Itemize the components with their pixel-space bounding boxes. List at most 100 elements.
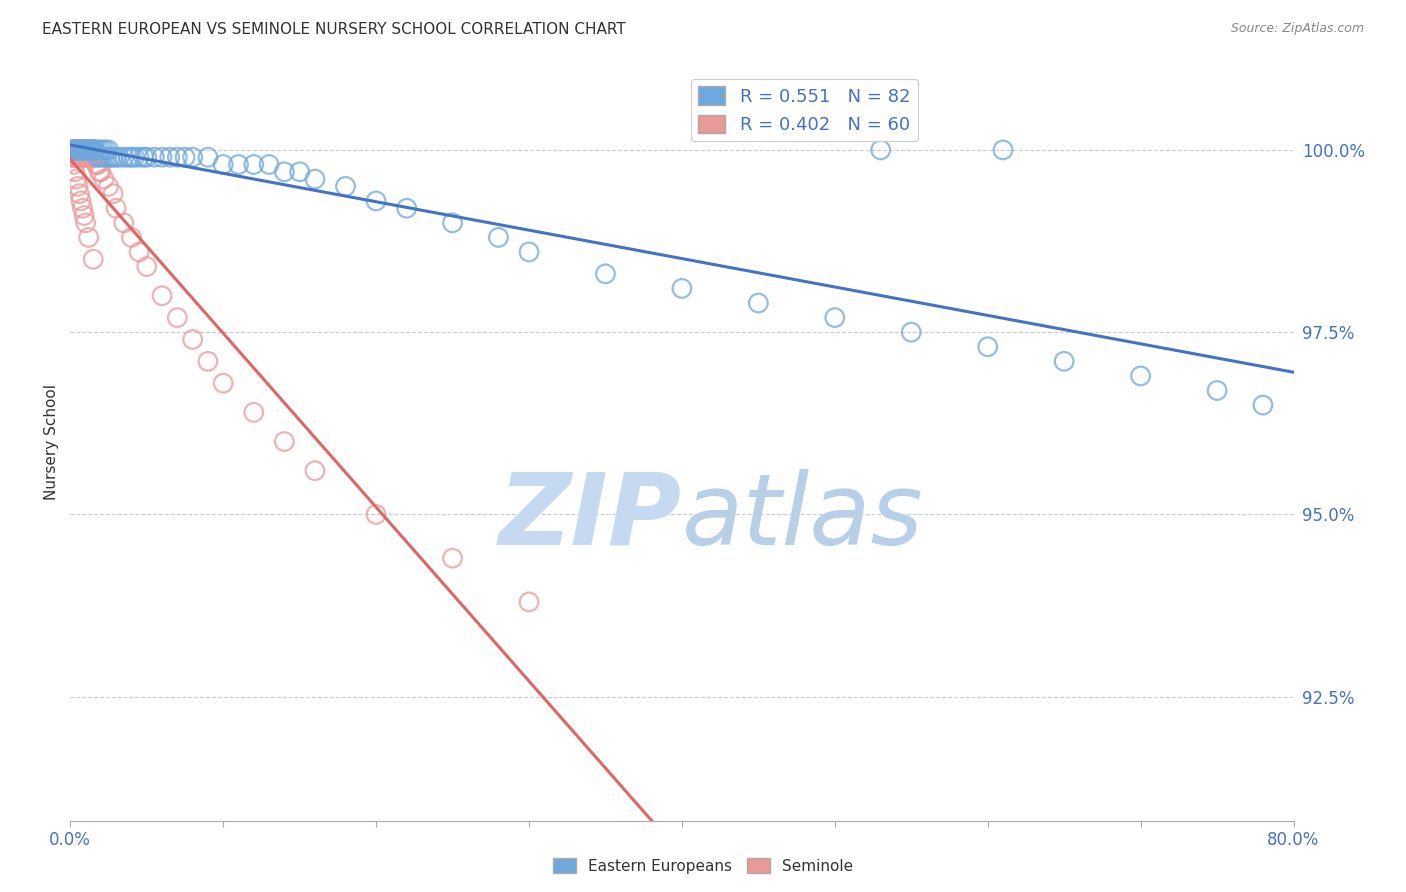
Point xyxy=(212,376,235,391)
Text: Source: ZipAtlas.com: Source: ZipAtlas.com xyxy=(1230,22,1364,36)
Point xyxy=(60,150,83,164)
Point xyxy=(83,143,105,157)
Point xyxy=(150,150,173,164)
Point xyxy=(124,150,146,164)
Point xyxy=(94,143,117,157)
Point xyxy=(257,157,280,171)
Point xyxy=(76,143,98,157)
Point xyxy=(273,434,295,449)
Point xyxy=(112,150,135,164)
Point xyxy=(105,201,128,215)
Point xyxy=(69,186,91,201)
Point xyxy=(441,551,464,566)
Point xyxy=(75,143,97,157)
Point xyxy=(197,354,219,368)
Point xyxy=(63,143,86,157)
Point xyxy=(517,244,540,259)
Point xyxy=(82,143,104,157)
Point xyxy=(366,194,388,208)
Point xyxy=(70,143,93,157)
Point xyxy=(1053,354,1076,368)
Point xyxy=(89,143,111,157)
Point xyxy=(77,143,100,157)
Point xyxy=(73,150,96,164)
Point xyxy=(79,143,101,157)
Point xyxy=(150,289,173,303)
Point xyxy=(75,216,97,230)
Point xyxy=(77,230,100,244)
Point xyxy=(62,157,84,171)
Legend: R = 0.551   N = 82, R = 0.402   N = 60: R = 0.551 N = 82, R = 0.402 N = 60 xyxy=(692,79,918,141)
Point xyxy=(97,179,120,194)
Point xyxy=(135,260,157,274)
Point xyxy=(228,157,250,171)
Point xyxy=(87,150,110,164)
Point xyxy=(75,143,97,157)
Point xyxy=(135,150,157,164)
Point xyxy=(101,150,124,164)
Point xyxy=(121,230,143,244)
Point xyxy=(66,143,89,157)
Point xyxy=(93,150,115,164)
Point xyxy=(83,143,105,157)
Point xyxy=(76,143,98,157)
Point xyxy=(72,143,94,157)
Point xyxy=(101,186,124,201)
Point xyxy=(77,143,100,157)
Point xyxy=(824,310,846,325)
Point xyxy=(63,143,86,157)
Point xyxy=(366,508,388,522)
Point xyxy=(77,150,100,164)
Point xyxy=(73,143,96,157)
Point xyxy=(93,172,115,186)
Point xyxy=(181,333,204,347)
Point xyxy=(82,143,104,157)
Point xyxy=(66,179,89,194)
Point xyxy=(304,172,326,186)
Point xyxy=(108,150,131,164)
Point xyxy=(63,143,86,157)
Point xyxy=(62,143,84,157)
Point xyxy=(197,150,219,164)
Point xyxy=(143,150,166,164)
Point xyxy=(84,157,107,171)
Point xyxy=(70,143,93,157)
Point xyxy=(75,143,97,157)
Point xyxy=(69,143,91,157)
Point xyxy=(63,165,86,179)
Point xyxy=(62,143,84,157)
Point xyxy=(1251,398,1274,412)
Point xyxy=(87,157,110,171)
Point xyxy=(212,157,235,171)
Point xyxy=(72,143,94,157)
Point xyxy=(65,150,87,164)
Point xyxy=(82,150,104,164)
Point xyxy=(90,165,112,179)
Point xyxy=(80,143,103,157)
Point xyxy=(97,143,120,157)
Point xyxy=(83,150,105,164)
Point xyxy=(70,194,93,208)
Point xyxy=(70,150,93,164)
Point xyxy=(174,150,197,164)
Point xyxy=(121,150,143,164)
Point xyxy=(65,143,87,157)
Point xyxy=(66,150,89,164)
Point xyxy=(488,230,510,244)
Point xyxy=(869,143,891,157)
Point xyxy=(243,405,266,419)
Point xyxy=(70,143,93,157)
Point xyxy=(72,143,94,157)
Point xyxy=(395,201,418,215)
Point xyxy=(128,244,150,259)
Point xyxy=(595,267,617,281)
Point xyxy=(166,310,188,325)
Point xyxy=(91,143,114,157)
Point xyxy=(60,143,83,157)
Point xyxy=(72,150,94,164)
Point xyxy=(62,150,84,164)
Point xyxy=(80,143,103,157)
Point xyxy=(65,143,87,157)
Point xyxy=(747,296,769,310)
Point xyxy=(80,150,103,164)
